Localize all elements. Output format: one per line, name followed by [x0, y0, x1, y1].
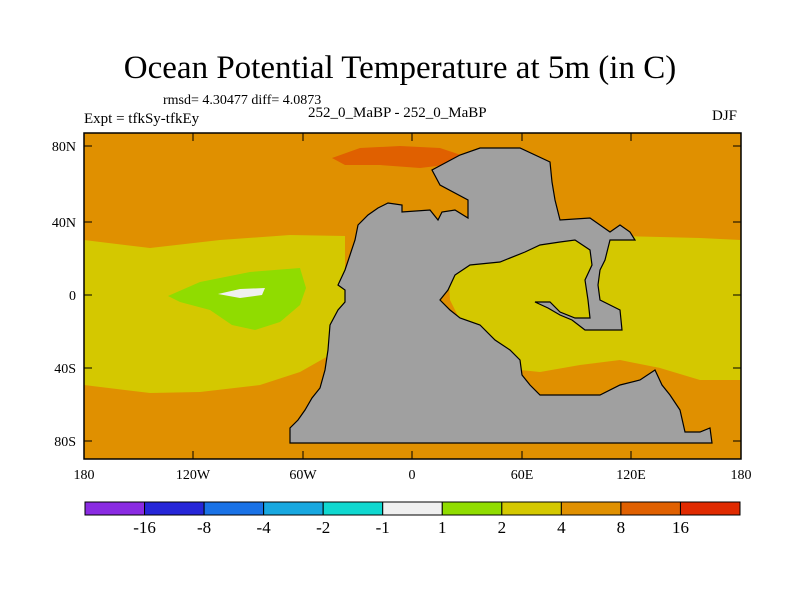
- colorbar-swatch: [84, 501, 146, 516]
- colorbar-label: -4: [257, 518, 272, 537]
- case-label: 252_0_MaBP - 252_0_MaBP: [308, 105, 487, 121]
- y-tick-label: 40N: [52, 216, 76, 231]
- colorbar-swatch: [203, 501, 265, 516]
- colorbar-label: 16: [672, 518, 689, 537]
- arctic-warm-patch: [332, 146, 470, 168]
- x-tick-label: 60W: [289, 468, 317, 483]
- colorbar-swatch: [560, 501, 622, 516]
- plot-title: Ocean Potential Temperature at 5m (in C): [123, 50, 677, 86]
- colorbar-swatch: [263, 501, 324, 516]
- colorbar-swatch: [620, 501, 681, 516]
- y-tick-label: 0: [69, 289, 76, 304]
- y-tick-label: 40S: [54, 362, 76, 377]
- colorbar-swatch: [441, 501, 503, 516]
- y-tick-label: 80N: [52, 140, 76, 155]
- colorbar-swatch: [679, 501, 741, 516]
- colorbar-label: -1: [376, 518, 390, 537]
- x-tick-label: 60E: [511, 468, 534, 483]
- colorbar-label: 4: [557, 518, 566, 537]
- y-tick-label: 80S: [54, 435, 76, 450]
- colorbar-label: -16: [133, 518, 156, 537]
- colorbar-label: -8: [197, 518, 211, 537]
- colorbar-swatch: [322, 501, 384, 516]
- colorbar-label: 1: [438, 518, 447, 537]
- stats-label: rmsd= 4.30477 diff= 4.0873: [163, 93, 322, 108]
- x-axis: 180 120W 60W 0 60E 120E 180: [74, 133, 752, 483]
- colorbar-label: -2: [316, 518, 330, 537]
- x-tick-label: 120W: [176, 468, 211, 483]
- experiment-label: Expt = tfkSy-tfkEy: [84, 111, 200, 127]
- x-tick-label: 180: [731, 468, 752, 483]
- colorbar-label: 8: [617, 518, 626, 537]
- colorbar-swatch: [144, 501, 205, 516]
- colorbar-swatch: [501, 501, 562, 516]
- land-west-continent: [289, 147, 713, 444]
- white-patch: [218, 288, 265, 298]
- x-tick-label: 180: [74, 468, 95, 483]
- x-tick-label: 0: [409, 468, 416, 483]
- x-tick-label: 120E: [616, 468, 646, 483]
- season-label: DJF: [712, 108, 738, 124]
- colorbar-swatch: [382, 501, 443, 516]
- y-axis: 80N 40N 0 40S 80S: [52, 140, 741, 450]
- green-patch: [168, 268, 306, 330]
- colorbar-label: 2: [498, 518, 507, 537]
- colorbar: -16 -8 -4 -2 -1 1 2 4 8 16: [84, 501, 741, 537]
